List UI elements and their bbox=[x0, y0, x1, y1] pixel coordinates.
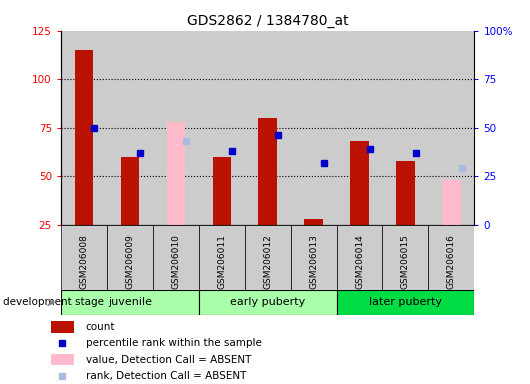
Bar bbox=[199, 290, 337, 315]
Text: GSM206009: GSM206009 bbox=[126, 234, 134, 289]
Bar bbox=[213, 157, 231, 225]
Bar bbox=[383, 225, 428, 290]
Title: GDS2862 / 1384780_at: GDS2862 / 1384780_at bbox=[187, 14, 348, 28]
Bar bbox=[51, 321, 74, 333]
Bar bbox=[61, 225, 107, 290]
Text: percentile rank within the sample: percentile rank within the sample bbox=[86, 338, 262, 348]
Bar bbox=[199, 225, 245, 290]
Bar bbox=[396, 161, 414, 225]
Bar bbox=[428, 225, 474, 290]
Text: rank, Detection Call = ABSENT: rank, Detection Call = ABSENT bbox=[86, 371, 246, 381]
Text: early puberty: early puberty bbox=[230, 297, 305, 308]
Text: GSM206012: GSM206012 bbox=[263, 234, 272, 289]
Text: GSM206014: GSM206014 bbox=[355, 234, 364, 289]
Text: juvenile: juvenile bbox=[108, 297, 152, 308]
Text: GSM206008: GSM206008 bbox=[80, 234, 89, 289]
Text: development stage: development stage bbox=[3, 297, 104, 308]
Bar bbox=[166, 122, 185, 225]
Text: GSM206011: GSM206011 bbox=[217, 234, 226, 289]
Bar bbox=[121, 157, 139, 225]
Bar bbox=[61, 290, 199, 315]
Text: value, Detection Call = ABSENT: value, Detection Call = ABSENT bbox=[86, 354, 251, 364]
Bar bbox=[245, 225, 290, 290]
Bar bbox=[153, 225, 199, 290]
Text: GSM206015: GSM206015 bbox=[401, 234, 410, 289]
Bar bbox=[107, 225, 153, 290]
Bar bbox=[75, 50, 93, 225]
Bar bbox=[350, 141, 369, 225]
Bar bbox=[337, 225, 383, 290]
Text: GSM206016: GSM206016 bbox=[447, 234, 456, 289]
Bar bbox=[442, 180, 461, 225]
Text: GSM206010: GSM206010 bbox=[171, 234, 180, 289]
Text: later puberty: later puberty bbox=[369, 297, 442, 308]
Bar bbox=[304, 219, 323, 225]
Text: GSM206013: GSM206013 bbox=[309, 234, 318, 289]
Bar bbox=[259, 118, 277, 225]
Bar bbox=[290, 225, 337, 290]
Bar bbox=[337, 290, 474, 315]
Bar bbox=[51, 354, 74, 366]
Text: count: count bbox=[86, 322, 115, 332]
